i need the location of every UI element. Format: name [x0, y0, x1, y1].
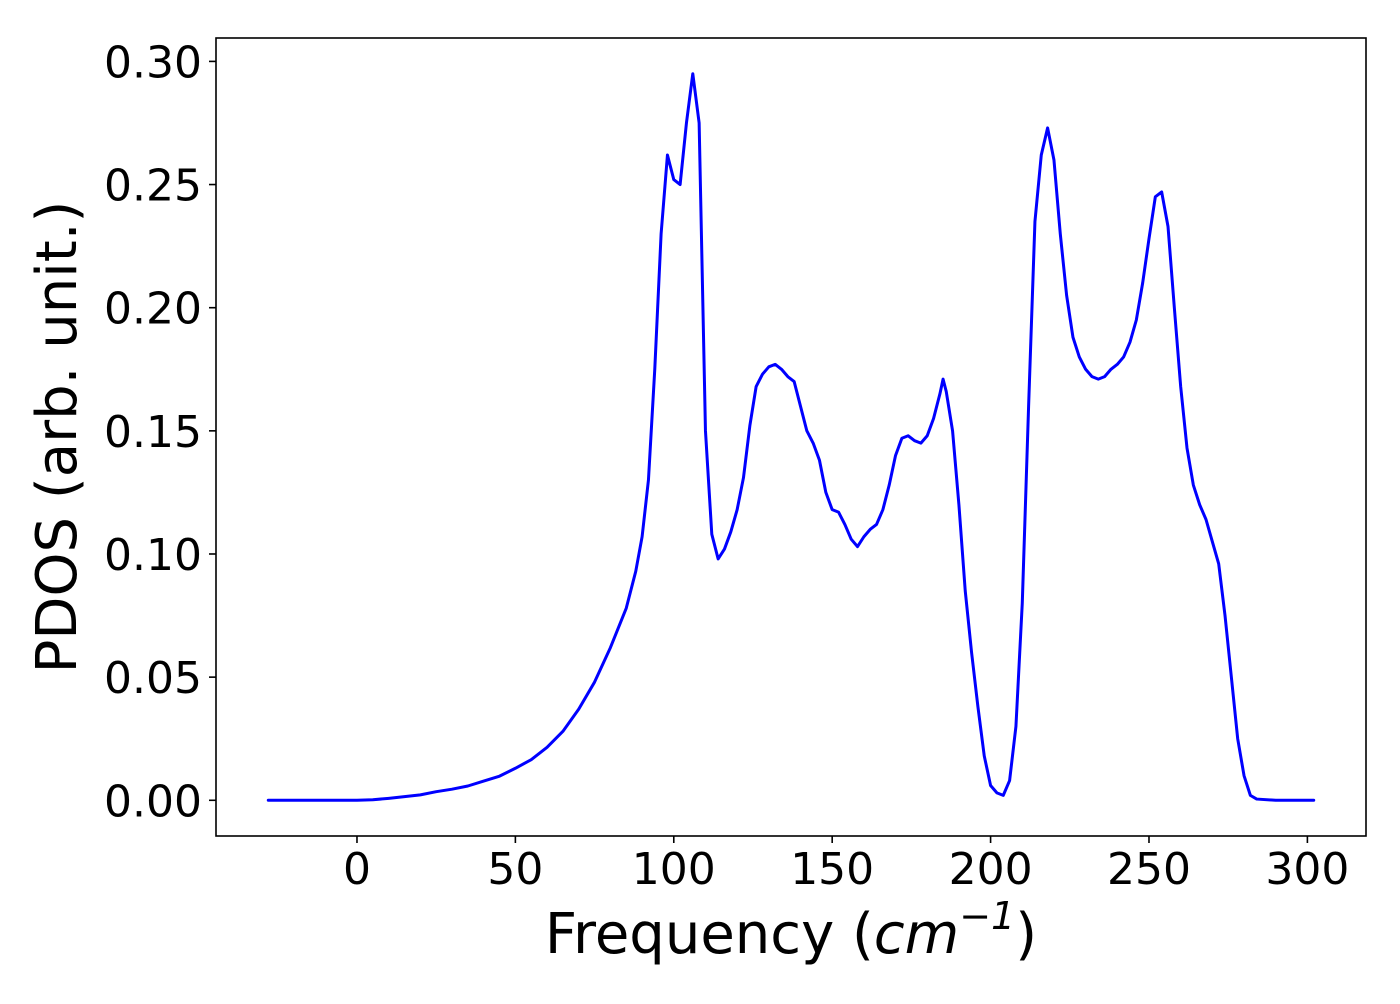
y-tick-label: 0.00 — [104, 776, 202, 827]
y-axis-title: PDOS (arb. unit.) — [25, 201, 90, 674]
x-tick-label: 50 — [487, 844, 543, 895]
x-tick-label: 200 — [949, 844, 1033, 895]
x-axis-ticks: 0 50 100 150 200 250 300 — [343, 836, 1349, 895]
x-axis-title-unit: cm — [874, 902, 959, 967]
x-tick-label: 150 — [790, 844, 874, 895]
x-axis-title-text: Frequency ( — [545, 902, 874, 967]
y-axis-ticks: 0.00 0.05 0.10 0.15 0.20 0.25 0.30 — [104, 37, 216, 827]
plot-frame — [215, 37, 1367, 837]
x-tick-label: 0 — [343, 844, 371, 895]
plot-area: 0 50 100 150 200 250 300 0.000.050.100.150.200… — [104, 37, 1367, 895]
y-tick-label: 0.15 — [104, 407, 202, 458]
x-tick-label: 250 — [1107, 844, 1191, 895]
x-axis-title-suffix: ) — [1015, 902, 1037, 967]
x-tick-label: 300 — [1265, 844, 1349, 895]
y-tick-label: 0.25 — [104, 161, 202, 212]
y-tick-label: 0.30 — [104, 37, 202, 88]
x-axis-title-exponent: −1 — [959, 894, 1015, 938]
y-tick-label: 0.05 — [104, 653, 202, 704]
pdos-series-line — [266, 72, 1316, 802]
x-tick-label: 100 — [632, 844, 716, 895]
y-tick-label: 0.20 — [104, 284, 202, 335]
y-tick-label: 0.10 — [104, 530, 202, 581]
x-axis-title: Frequency (cm−1) — [545, 894, 1037, 967]
